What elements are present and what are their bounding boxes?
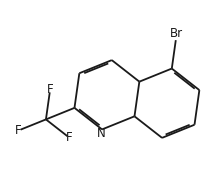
Text: F: F [47,83,53,96]
Text: F: F [66,131,73,144]
Text: N: N [97,127,106,140]
Text: F: F [15,124,22,137]
Text: Br: Br [170,27,183,40]
